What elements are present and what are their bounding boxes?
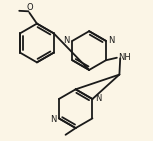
Text: N: N [50,115,56,124]
Text: O: O [26,3,33,12]
Text: N: N [63,36,70,45]
Text: N: N [108,36,115,45]
Text: N: N [95,94,101,103]
Text: NH: NH [118,53,131,62]
